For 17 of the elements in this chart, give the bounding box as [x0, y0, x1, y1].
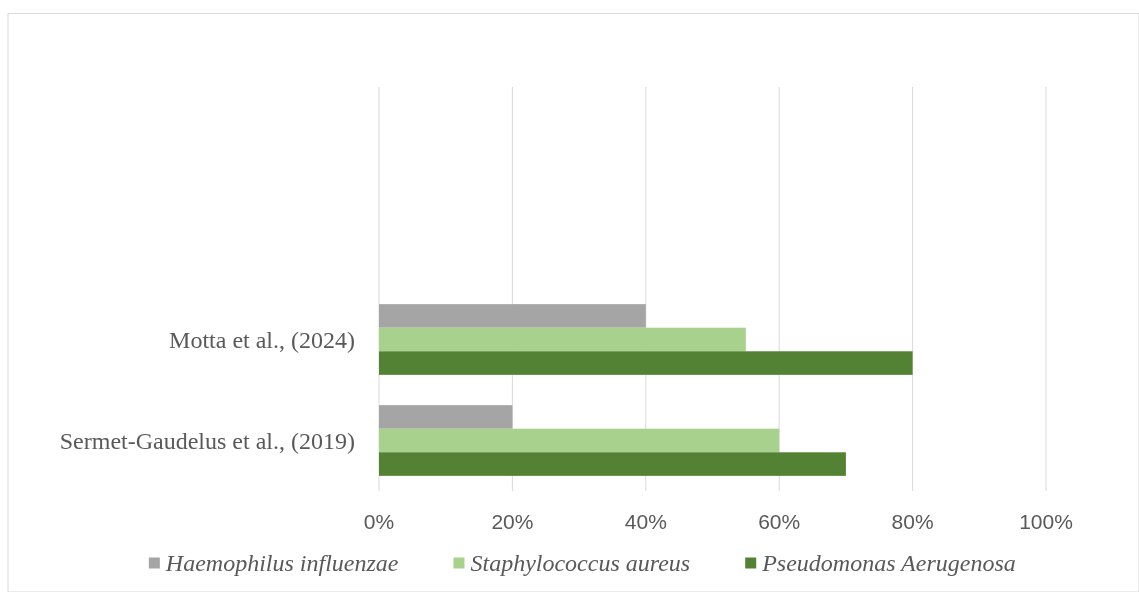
bar — [379, 405, 513, 429]
y-tick-label: Sermet-Gaudelus et al., (2019) — [59, 427, 355, 454]
y-tick-label: Motta et al., (2024) — [169, 326, 355, 353]
legend-label: Staphylococcus aureus — [470, 550, 691, 576]
bar — [379, 304, 646, 328]
legend-label: Pseudomonas Aerugenosa — [761, 550, 1016, 576]
x-tick-label: 40% — [624, 510, 667, 533]
x-tick-label: 80% — [891, 510, 934, 533]
x-tick-label: 0% — [363, 510, 395, 533]
x-tick-label: 20% — [491, 510, 534, 533]
bar — [379, 351, 913, 375]
bar — [379, 428, 780, 453]
x-tick-label: 60% — [758, 510, 801, 533]
bar — [379, 327, 746, 352]
x-tick-label: 100% — [1019, 510, 1073, 533]
bar — [379, 452, 846, 476]
legend-label: Haemophilus influenzae — [164, 550, 399, 576]
